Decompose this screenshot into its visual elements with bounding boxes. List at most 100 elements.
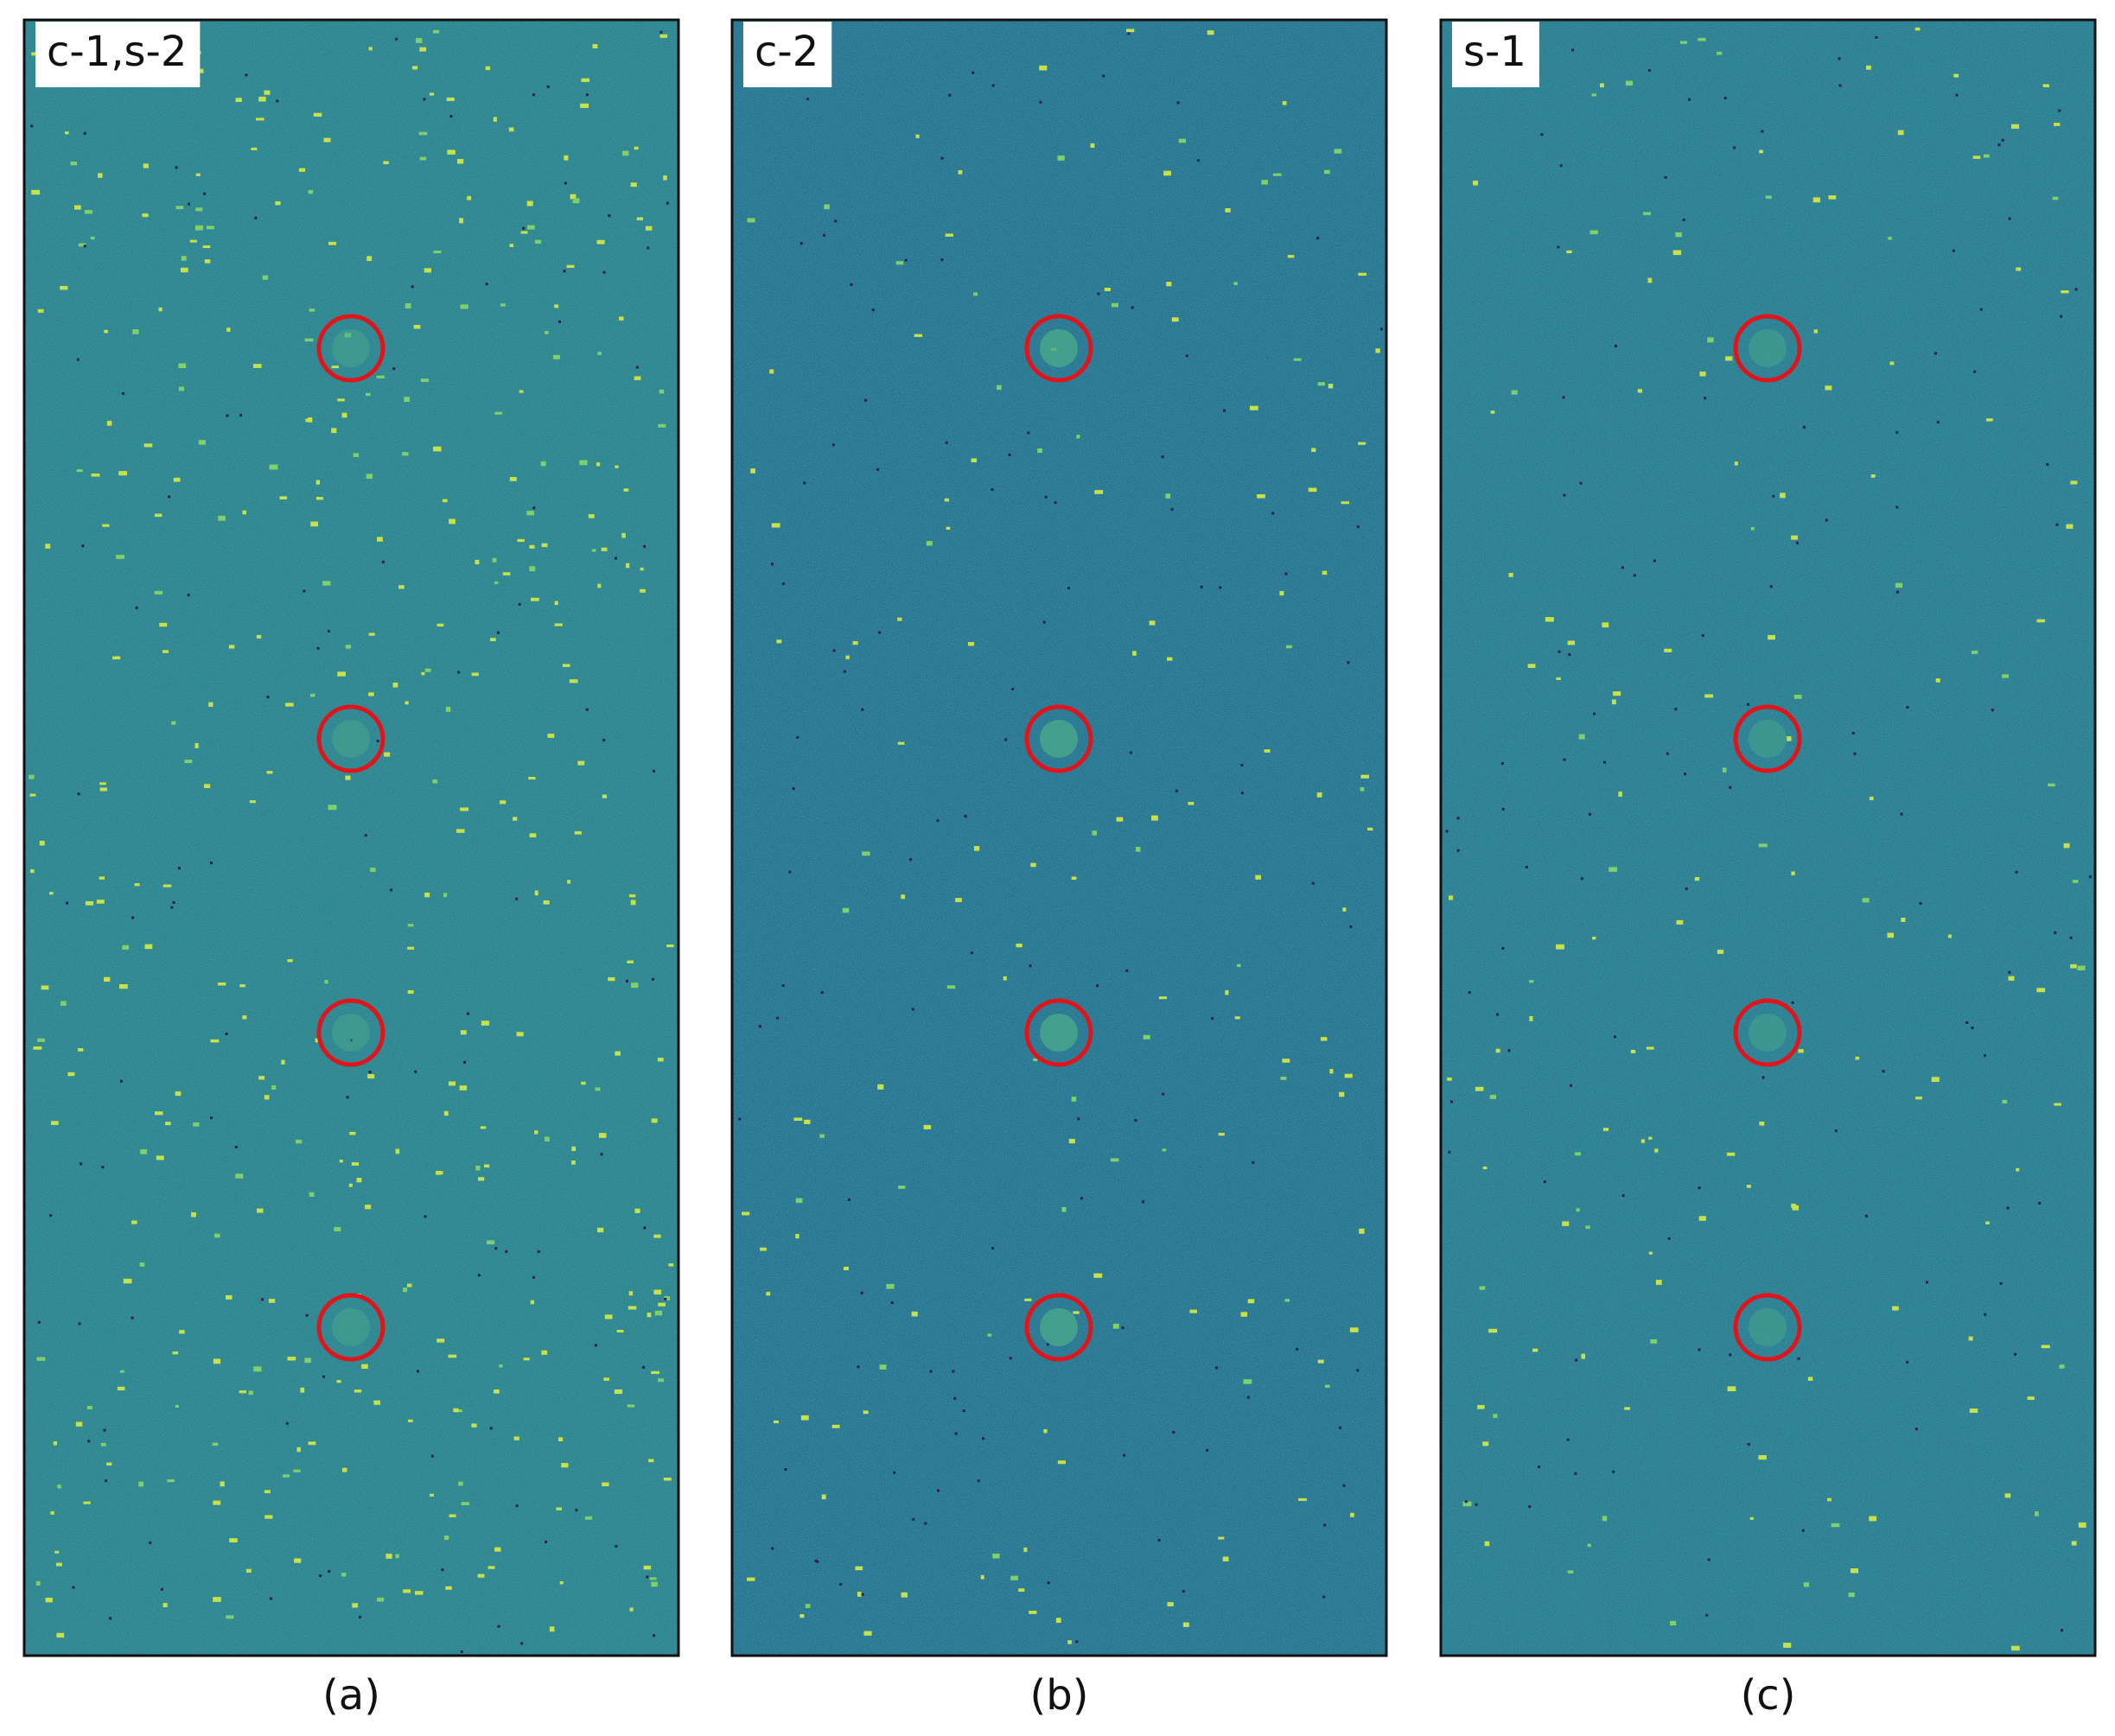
panel: c-1,s-2 (a): [22, 18, 680, 1720]
speckle: [449, 518, 455, 525]
dark-speckle: [1097, 292, 1100, 296]
dark-speckle: [945, 441, 948, 444]
speckle: [527, 225, 535, 230]
speckle: [863, 1631, 872, 1636]
speckle: [944, 498, 950, 502]
speckle: [1527, 664, 1536, 668]
speckle: [252, 364, 262, 368]
speckle: [102, 524, 110, 527]
speckle: [634, 376, 641, 380]
speckle: [1704, 694, 1714, 698]
dark-speckle: [1127, 32, 1131, 35]
dark-speckle: [1936, 421, 1940, 424]
speckle: [499, 1364, 503, 1368]
speckle: [2063, 843, 2070, 849]
speckle: [1985, 1221, 1990, 1224]
dark-speckle: [1559, 164, 1563, 168]
speckle: [530, 1300, 535, 1305]
speckle: [1249, 405, 1258, 410]
speckle: [310, 521, 319, 527]
speckle: [377, 1597, 385, 1602]
speckle: [67, 1071, 75, 1077]
speckle: [413, 325, 421, 329]
speckle: [1112, 1323, 1119, 1329]
speckle: [242, 1015, 247, 1020]
speckle: [345, 775, 351, 780]
speckle: [308, 1441, 316, 1446]
dark-speckle: [563, 270, 566, 273]
speckle: [1482, 1166, 1488, 1170]
panel-frame: [1439, 18, 2097, 1657]
speckle: [61, 1001, 67, 1006]
speckle: [1613, 691, 1621, 696]
speckle: [800, 1415, 809, 1421]
speckle: [57, 1484, 61, 1489]
dark-speckle: [1621, 1194, 1625, 1198]
dark-speckle: [1971, 1026, 1974, 1029]
dark-speckle: [1563, 758, 1566, 761]
dark-speckle: [1501, 946, 1505, 950]
speckle: [477, 1574, 485, 1578]
speckle: [824, 204, 830, 210]
dark-speckle: [1175, 789, 1178, 792]
dark-speckle: [175, 166, 178, 169]
dark-speckle: [316, 646, 320, 650]
dark-speckle: [816, 1560, 819, 1563]
speckle: [1162, 1148, 1167, 1152]
speckle: [162, 884, 172, 887]
speckle: [1358, 442, 1366, 445]
dark-speckle: [843, 670, 846, 673]
speckle: [54, 1550, 60, 1554]
panel-tag: s-1: [1463, 28, 1526, 76]
dark-speckle: [1579, 481, 1583, 485]
speckle: [239, 1390, 247, 1394]
dark-speckle: [109, 1617, 112, 1620]
speckle: [1759, 1121, 1765, 1126]
dark-speckle: [1356, 1369, 1360, 1372]
dark-speckle: [1603, 760, 1607, 764]
speckle: [56, 1632, 65, 1638]
dark-speckle: [635, 366, 639, 369]
dark-speckle: [878, 631, 882, 634]
speckle: [172, 1351, 179, 1355]
dark-speckle: [1349, 925, 1353, 929]
speckle: [142, 213, 149, 218]
speckle: [516, 1032, 524, 1037]
speckle: [1240, 1312, 1248, 1317]
speckle: [449, 1514, 456, 1517]
speckle: [629, 1607, 634, 1612]
speckle: [1768, 634, 1775, 640]
dark-speckle: [823, 233, 826, 237]
speckle: [621, 532, 626, 538]
dark-speckle: [936, 1489, 940, 1492]
speckle: [339, 1159, 343, 1163]
speckle: [1493, 1414, 1498, 1418]
speckle: [623, 488, 629, 492]
speckle: [494, 581, 499, 584]
speckle: [1935, 678, 1940, 683]
speckle: [769, 369, 774, 374]
speckle: [118, 984, 128, 989]
speckle: [308, 417, 313, 423]
speckle: [138, 1481, 144, 1487]
dark-speckle: [1196, 159, 1200, 162]
speckle: [1061, 1206, 1067, 1212]
speckle: [131, 1220, 137, 1224]
dark-speckle: [626, 979, 629, 982]
speckle: [348, 1183, 353, 1187]
speckle: [1734, 461, 1738, 466]
dark-speckle: [266, 696, 270, 699]
speckle: [1233, 282, 1238, 285]
speckle: [570, 194, 577, 200]
panel-caption: (a): [322, 1671, 380, 1720]
speckle: [886, 1283, 895, 1289]
dark-speckle: [392, 367, 396, 371]
dark-speckle: [168, 495, 171, 499]
speckle: [1589, 230, 1598, 235]
dark-speckle: [1525, 865, 1528, 868]
speckle: [1749, 1517, 1754, 1520]
speckle: [663, 175, 667, 181]
dark-speckle: [1707, 1558, 1710, 1561]
speckle: [1647, 277, 1653, 283]
speckle: [181, 256, 187, 261]
